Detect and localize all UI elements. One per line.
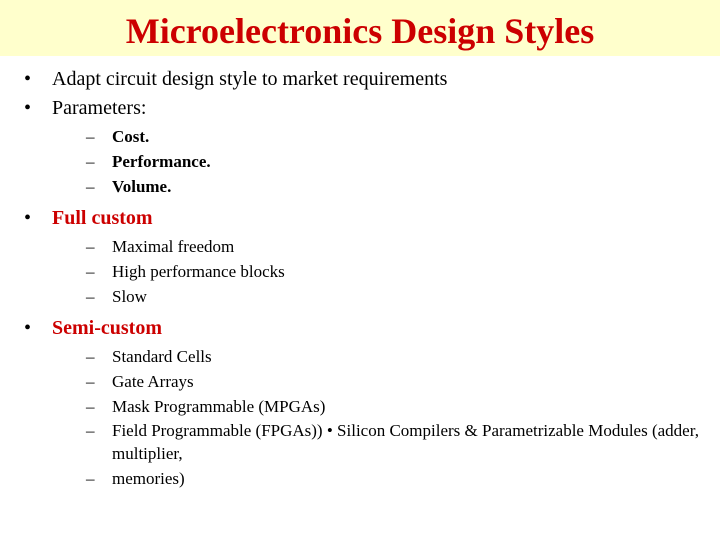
sub-list-item-label: Cost. [112, 127, 149, 146]
title-banner: Microelectronics Design Styles [0, 0, 720, 56]
sub-list: Standard Cells Gate Arrays Mask Programma… [52, 346, 702, 492]
sub-list-item-label: memories) [112, 469, 185, 488]
sub-list-item-label: Performance. [112, 152, 211, 171]
sub-list-item: Standard Cells [52, 346, 702, 369]
sub-list-item: Cost. [52, 126, 702, 149]
list-item: Parameters: Cost. Performance. Volume. [18, 95, 702, 199]
sub-list-item: Performance. [52, 151, 702, 174]
sub-list-item: Mask Programmable (MPGAs) [52, 396, 702, 419]
sub-list-item-label: Gate Arrays [112, 372, 194, 391]
sub-list-item: Maximal freedom [52, 236, 702, 259]
sub-list-item: Gate Arrays [52, 371, 702, 394]
sub-list-item-label: Standard Cells [112, 347, 212, 366]
sub-list-item-label: Volume. [112, 177, 171, 196]
sub-list-item: Slow [52, 286, 702, 309]
list-item-label: Adapt circuit design style to market req… [52, 68, 447, 90]
sub-list-item: Volume. [52, 176, 702, 199]
sub-list-item-label: High performance blocks [112, 262, 285, 281]
slide: Microelectronics Design Styles Adapt cir… [0, 0, 720, 540]
sub-list-item: High performance blocks [52, 261, 702, 284]
sub-list: Cost. Performance. Volume. [52, 126, 702, 199]
list-item: Full custom Maximal freedom High performan… [18, 205, 702, 309]
sub-list-item: memories) [52, 468, 702, 491]
sub-list-item-label: Mask Programmable (MPGAs) [112, 397, 325, 416]
page-title: Microelectronics Design Styles [0, 10, 720, 52]
list-item: Semi-custom Standard Cells Gate Arrays Ma… [18, 315, 702, 492]
sub-list-item: Field Programmable (FPGAs)) • Silicon Co… [52, 420, 702, 466]
list-item: Adapt circuit design style to market req… [18, 66, 702, 93]
list-item-label: Parameters: [52, 97, 146, 119]
content-area: Adapt circuit design style to market req… [0, 56, 720, 491]
list-item-label: Full custom [52, 207, 153, 229]
bullet-list: Adapt circuit design style to market req… [18, 66, 702, 491]
sub-list-item-label: Field Programmable (FPGAs)) • Silicon Co… [112, 421, 699, 463]
sub-list-item-label: Maximal freedom [112, 237, 234, 256]
sub-list-item-label: Slow [112, 287, 147, 306]
list-item-label: Semi-custom [52, 317, 162, 339]
sub-list: Maximal freedom High performance blocks Sl… [52, 236, 702, 309]
